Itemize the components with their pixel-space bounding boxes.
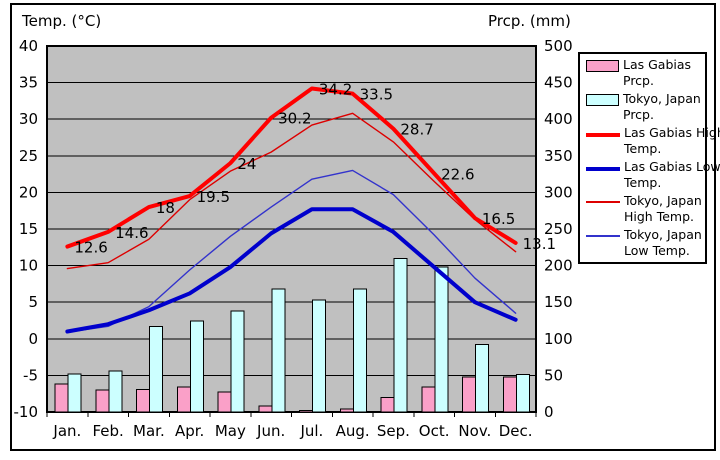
legend-swatch-line xyxy=(586,201,620,203)
bar-tokyo-prcp xyxy=(108,370,123,413)
bar-las-gabias-prcp xyxy=(462,376,476,413)
prcp-tick-label: 300 xyxy=(544,183,573,201)
data-label: 22.6 xyxy=(441,165,474,183)
data-label: 18 xyxy=(156,199,175,217)
bar-tokyo-prcp xyxy=(515,374,530,413)
legend-item: Las Gabias Prcp. xyxy=(586,57,705,89)
legend-label: Tokyo, Japan Low Temp. xyxy=(624,227,702,258)
temp-tick-label: 20 xyxy=(19,183,38,201)
data-label: 33.5 xyxy=(360,86,393,104)
bar-tokyo-prcp xyxy=(149,325,163,413)
bar-las-gabias-prcp xyxy=(421,386,436,413)
bar-las-gabias-prcp xyxy=(136,388,150,413)
temp-tick-label: 25 xyxy=(19,147,38,165)
legend: Las Gabias Prcp. Tokyo, Japan Prcp. Las Gabi… xyxy=(578,52,720,264)
prcp-tick-label: 350 xyxy=(544,147,573,165)
legend-swatch-line xyxy=(586,133,620,137)
temp-tick-label: -5 xyxy=(23,366,38,384)
legend-item: Tokyo, Japan High Temp. xyxy=(586,193,705,225)
legend-swatch-line xyxy=(586,167,620,171)
temp-tick-label: 0 xyxy=(28,330,38,348)
legend-item: Las Gabias Low Temp. xyxy=(586,159,720,191)
legend-label: Tokyo, Japan High Temp. xyxy=(624,193,702,224)
temp-tick-label: 10 xyxy=(19,257,38,275)
data-label: 14.6 xyxy=(115,224,148,242)
month-label: Jul. xyxy=(299,422,323,440)
legend-swatch-line xyxy=(586,235,620,237)
prcp-tick-label: 450 xyxy=(544,74,573,92)
bar-tokyo-prcp xyxy=(312,299,326,413)
prcp-tick-label: 200 xyxy=(544,257,573,275)
bar-las-gabias-prcp xyxy=(95,389,110,413)
month-label: May xyxy=(215,422,246,440)
data-label: 34.2 xyxy=(319,80,352,98)
prcp-tick-label: 500 xyxy=(544,37,573,55)
month-label: Oct. xyxy=(419,422,450,440)
legend-swatch-bar xyxy=(586,60,619,72)
line-tokyo-japan-high-temp- xyxy=(66,112,517,270)
data-label: 28.7 xyxy=(400,121,433,139)
bar-tokyo-prcp xyxy=(475,344,489,413)
prcp-tick-label: 50 xyxy=(544,366,563,384)
temp-tick-label: 5 xyxy=(28,293,38,311)
data-label: 13.1 xyxy=(523,235,556,253)
legend-item: Tokyo, Japan Low Temp. xyxy=(586,227,705,259)
month-label: Sep. xyxy=(377,422,410,440)
legend-label: Las Gabias Low Temp. xyxy=(624,159,720,190)
month-label: Mar. xyxy=(133,422,165,440)
temp-axis-title: Temp. (°C) xyxy=(22,12,102,30)
bar-las-gabias-prcp xyxy=(339,408,354,413)
month-label: Dec. xyxy=(499,422,533,440)
bar-las-gabias-prcp xyxy=(217,391,232,413)
temp-tick-label: 15 xyxy=(19,220,38,238)
temp-tick-label: 35 xyxy=(19,74,38,92)
bar-tokyo-prcp xyxy=(189,320,204,413)
bar-tokyo-prcp xyxy=(230,310,245,413)
bar-tokyo-prcp xyxy=(271,288,286,413)
month-label: Nov. xyxy=(458,422,491,440)
bar-las-gabias-prcp xyxy=(299,410,313,413)
bar-las-gabias-prcp xyxy=(258,405,273,413)
temp-tick-label: -10 xyxy=(14,403,39,421)
data-label: 12.6 xyxy=(74,239,107,257)
month-label: Jan. xyxy=(52,422,81,440)
prcp-axis-title: Prcp. (mm) xyxy=(488,12,571,30)
data-label: 16.5 xyxy=(482,210,515,228)
month-label: Jun. xyxy=(256,422,285,440)
image-border-frame xyxy=(10,3,716,451)
legend-label: Las Gabias Prcp. xyxy=(623,57,692,88)
data-label: 24 xyxy=(237,155,256,173)
legend-label: Tokyo, Japan Prcp. xyxy=(623,91,701,122)
bar-las-gabias-prcp xyxy=(176,386,191,413)
bar-tokyo-prcp xyxy=(352,288,367,413)
legend-label: Las Gabias High Temp. xyxy=(624,125,720,156)
data-label: 30.2 xyxy=(278,110,311,128)
prcp-tick-label: 100 xyxy=(544,330,573,348)
month-label: Apr. xyxy=(175,422,204,440)
month-label: Aug. xyxy=(336,422,370,440)
data-label: 19.5 xyxy=(197,188,230,206)
line-tokyo-japan-low-temp- xyxy=(66,169,517,333)
bar-tokyo-prcp xyxy=(434,266,449,413)
bar-tokyo-prcp xyxy=(67,373,82,413)
legend-item: Tokyo, Japan Prcp. xyxy=(586,91,705,123)
prcp-tick-label: 0 xyxy=(544,403,554,421)
temp-tick-label: 30 xyxy=(19,110,38,128)
legend-swatch-bar xyxy=(586,94,619,106)
line-las-gabias-low-temp- xyxy=(65,207,518,334)
line-las-gabias-high-temp- xyxy=(65,86,518,249)
bar-las-gabias-prcp xyxy=(502,376,517,413)
bar-las-gabias-prcp xyxy=(54,383,69,413)
month-label: Feb. xyxy=(92,422,123,440)
prcp-tick-label: 250 xyxy=(544,220,573,238)
bar-tokyo-prcp xyxy=(393,257,408,413)
prcp-tick-label: 400 xyxy=(544,110,573,128)
temp-tick-label: 40 xyxy=(19,37,38,55)
legend-item: Las Gabias High Temp. xyxy=(586,125,720,157)
bar-las-gabias-prcp xyxy=(380,396,395,413)
prcp-tick-label: 150 xyxy=(544,293,573,311)
